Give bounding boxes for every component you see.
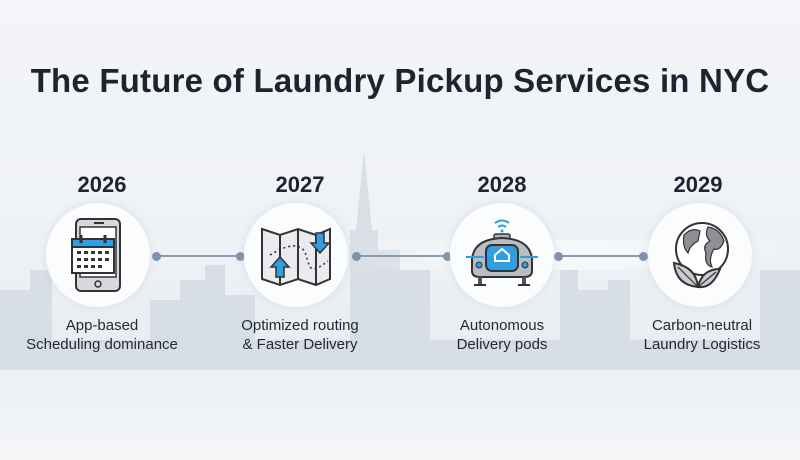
milestone-label-2027: Optimized routing & Faster Delivery <box>200 316 400 354</box>
label-line: Scheduling dominance <box>26 336 178 353</box>
autonomous-pod-icon <box>466 219 538 286</box>
smartphone-calendar-icon <box>71 218 121 292</box>
connector-dot <box>236 251 245 261</box>
connector-line <box>160 255 244 257</box>
label-line: Carbon-neutral <box>651 317 753 334</box>
label-line: Optimized routing <box>241 317 359 334</box>
connector-line <box>562 255 646 257</box>
globe-leaf-icon <box>672 222 729 289</box>
label-line: & Faster Delivery <box>242 336 358 353</box>
connector-dot <box>639 251 648 261</box>
milestone-label-2029: Carbon-neutral Laundry Logistics <box>602 316 800 354</box>
connector-dot <box>352 251 361 261</box>
connector-dot <box>554 251 563 261</box>
milestone-circle-2029 <box>648 203 752 307</box>
page-title: The Future of Laundry Pickup Services in… <box>30 62 770 99</box>
milestone-label-2026: App-based Scheduling dominance <box>2 316 202 354</box>
milestone-label-2028: Autonomous Delivery pods <box>402 316 602 354</box>
connector-dot <box>152 251 161 261</box>
label-line: Autonomous <box>459 317 545 334</box>
milestone-circle-2028 <box>450 203 554 307</box>
year-2028: 2028 <box>477 172 527 197</box>
milestone-circle-2026 <box>46 203 150 307</box>
milestone-circle-2027 <box>244 203 348 307</box>
year-2026: 2026 <box>77 172 127 197</box>
year-2029: 2029 <box>673 172 723 197</box>
year-2027: 2027 <box>275 172 325 197</box>
label-line: Laundry Logistics <box>643 336 761 353</box>
label-line: Delivery pods <box>456 336 548 353</box>
connector-line <box>360 255 450 257</box>
map-route-icon <box>261 227 331 287</box>
connector-dot <box>443 251 452 261</box>
label-line: App-based <box>65 317 139 334</box>
